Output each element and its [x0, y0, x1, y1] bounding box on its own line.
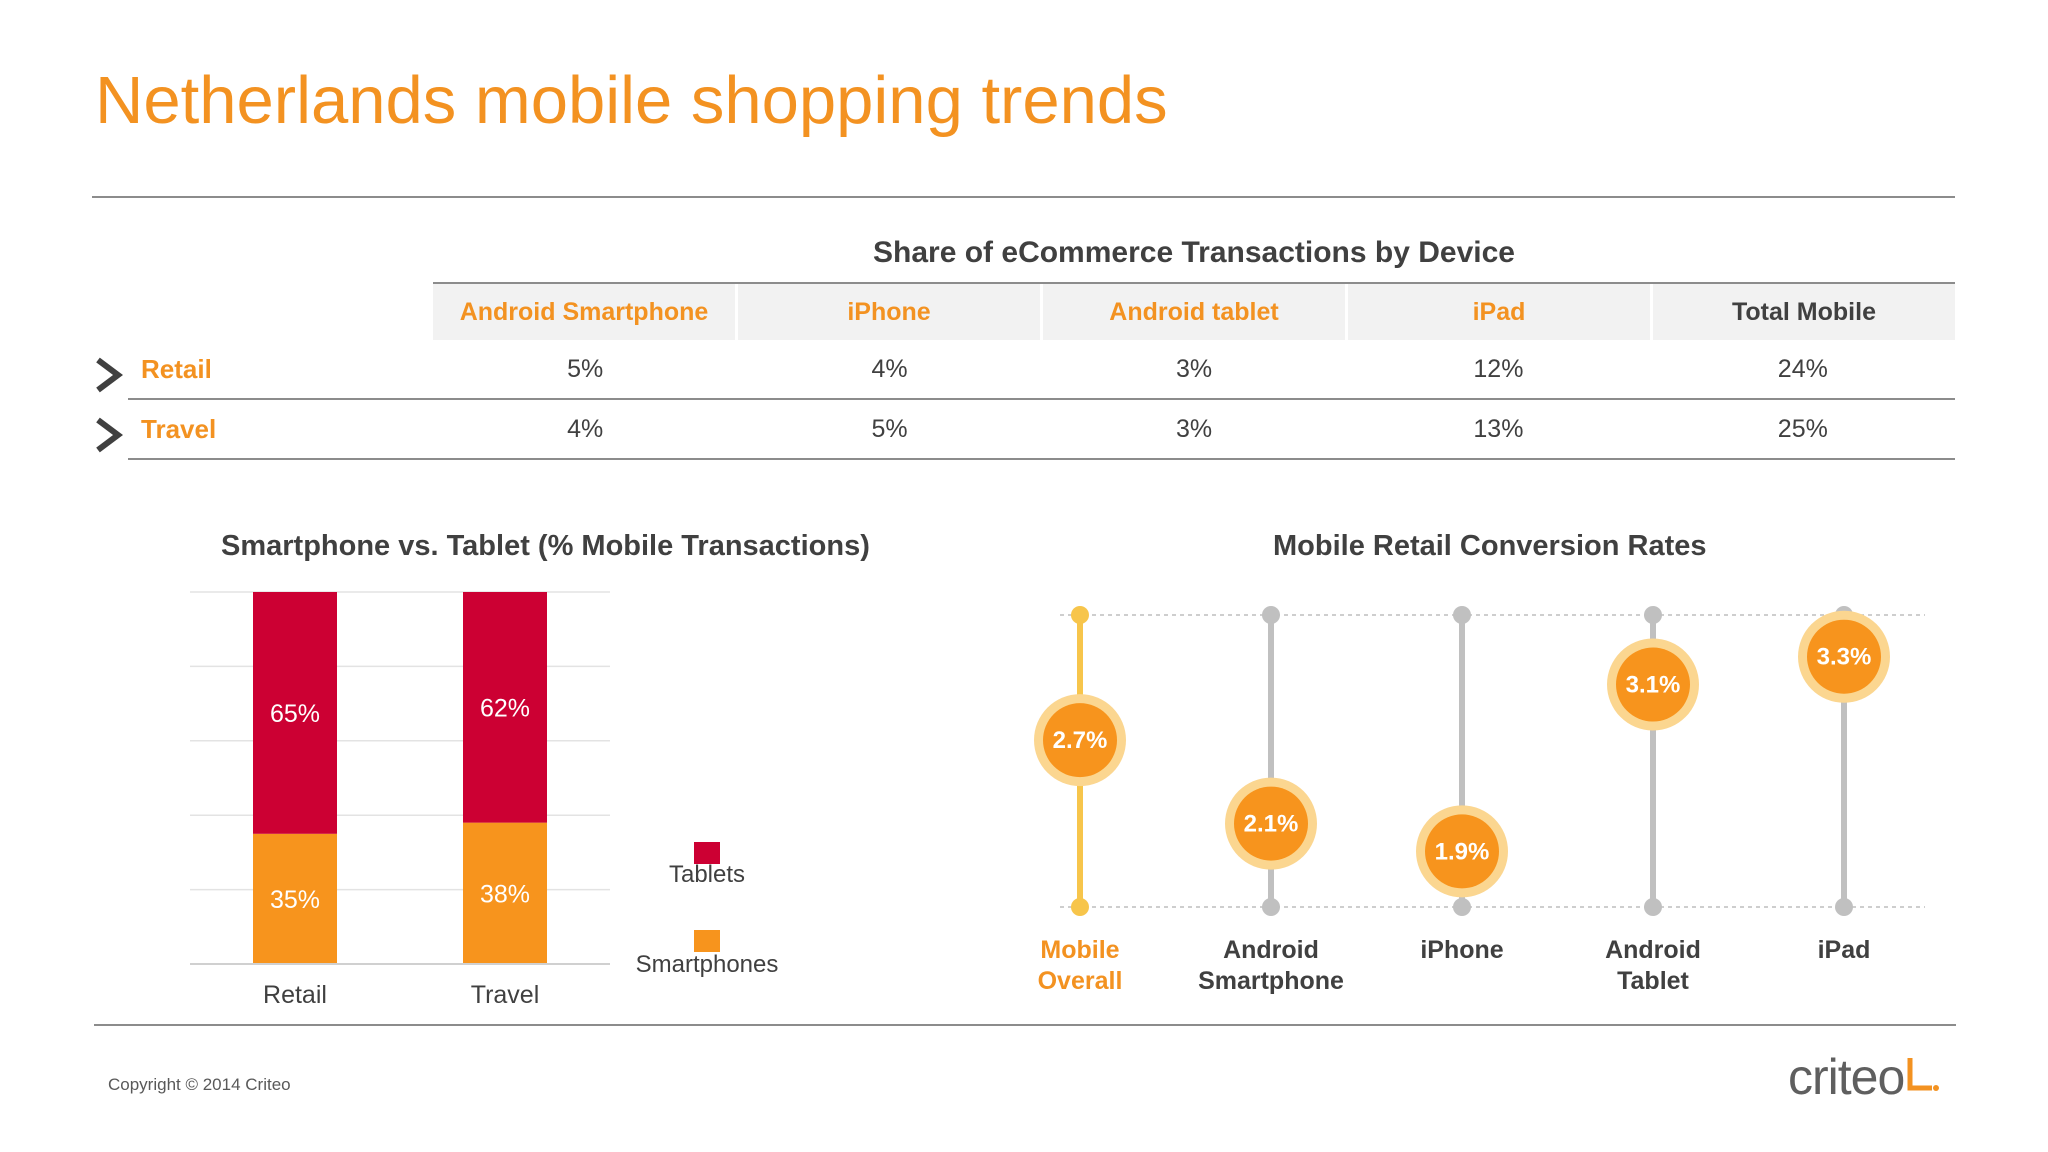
data-label: 65% — [270, 700, 320, 728]
legend-label: Smartphones — [636, 951, 779, 978]
track-end-dot — [1835, 898, 1853, 916]
table-row: Travel 4% 5% 3% 13% 25% — [128, 400, 1955, 460]
data-label: 62% — [480, 694, 530, 722]
track-end-dot — [1453, 898, 1471, 916]
category-label: Mobile — [1040, 936, 1119, 964]
table-cell: 24% — [1777, 354, 1828, 383]
data-label: 2.7% — [1053, 727, 1108, 754]
table-cell: 4% — [567, 414, 604, 443]
logo-text: criteo — [1788, 1049, 1905, 1105]
category-label: Retail — [263, 981, 327, 1009]
data-bubble — [1043, 703, 1117, 778]
table-cell: 3% — [1175, 354, 1213, 383]
table-cell: 4% — [871, 354, 908, 383]
data-bubble — [1807, 619, 1881, 694]
criteo-logo: criteo — [1788, 1048, 1940, 1106]
legend-label: Tablets — [669, 861, 745, 888]
column-header: Android tablet — [1040, 284, 1345, 340]
data-label: 38% — [480, 880, 530, 908]
legend-swatch — [694, 842, 720, 864]
table-cell: 5% — [567, 354, 604, 383]
data-bubble — [1234, 786, 1308, 861]
category-label: Travel — [471, 981, 540, 1009]
track-end-dot — [1262, 606, 1280, 624]
track-end-dot — [1644, 898, 1662, 916]
legend-swatch — [694, 930, 720, 952]
table-row: Retail 5% 4% 3% 12% 24% — [128, 340, 1955, 400]
table-cell: 13% — [1473, 414, 1524, 443]
stacked-bar-chart-title: Smartphone vs. Tablet (% Mobile Transact… — [221, 530, 870, 562]
bar-segment — [463, 592, 547, 823]
table-title: Share of eCommerce Transactions by Devic… — [873, 236, 1515, 269]
category-label: Smartphone — [1198, 967, 1344, 995]
bar-segment — [463, 822, 547, 964]
column-header: Android Smartphone — [433, 284, 735, 340]
logo-mark-icon — [1907, 1058, 1940, 1091]
data-label: 3.1% — [1626, 672, 1681, 699]
column-header: iPad — [1345, 284, 1650, 340]
table-cell: 12% — [1473, 354, 1524, 383]
data-bubble — [1616, 647, 1690, 722]
title-divider — [92, 196, 1955, 198]
conversion-rate-chart: 2.7% Mobile Overall 2.1% Android Smartphone 1.… — [1034, 606, 1925, 995]
track-end-dot — [1644, 606, 1662, 624]
bar-segment — [253, 833, 337, 964]
data-label: 1.9% — [1435, 838, 1490, 865]
category-label: Android — [1605, 936, 1701, 964]
row-label: Retail — [141, 353, 212, 384]
conversion-chart-title: Mobile Retail Conversion Rates — [1273, 530, 1707, 562]
data-label: 35% — [270, 886, 320, 914]
data-label: 2.1% — [1244, 811, 1299, 838]
data-label: 3.3% — [1817, 644, 1872, 671]
table-header: Android Smartphone iPhone Android tablet… — [433, 282, 1955, 340]
category-label: Android — [1223, 936, 1319, 964]
category-label: Tablet — [1617, 967, 1689, 995]
chevron-right-icon — [96, 417, 123, 453]
row-label: Travel — [141, 413, 217, 444]
footer-divider — [94, 1024, 1956, 1026]
column-header: iPhone — [735, 284, 1040, 340]
page-title: Netherlands mobile shopping trends — [95, 63, 1168, 138]
table-cell: 3% — [1175, 414, 1213, 443]
category-label: Overall — [1038, 967, 1123, 995]
track-end-dot — [1262, 898, 1280, 916]
table-cell: 5% — [871, 414, 908, 443]
copyright-text: Copyright © 2014 Criteo — [108, 1075, 291, 1094]
column-header: Total Mobile — [1650, 284, 1955, 340]
track-end-dot — [1071, 606, 1089, 624]
data-bubble — [1425, 814, 1499, 889]
track-end-dot — [1453, 606, 1471, 624]
chevron-right-icon — [96, 357, 123, 393]
category-label: iPhone — [1420, 936, 1503, 964]
stacked-bar-chart: 35% 65% Retail 38% 62% Travel Tablets Smartphon… — [190, 591, 779, 1009]
category-label: iPad — [1818, 936, 1871, 964]
table-cell: 25% — [1777, 414, 1828, 443]
track-end-dot — [1071, 898, 1089, 916]
bar-segment — [253, 592, 337, 834]
